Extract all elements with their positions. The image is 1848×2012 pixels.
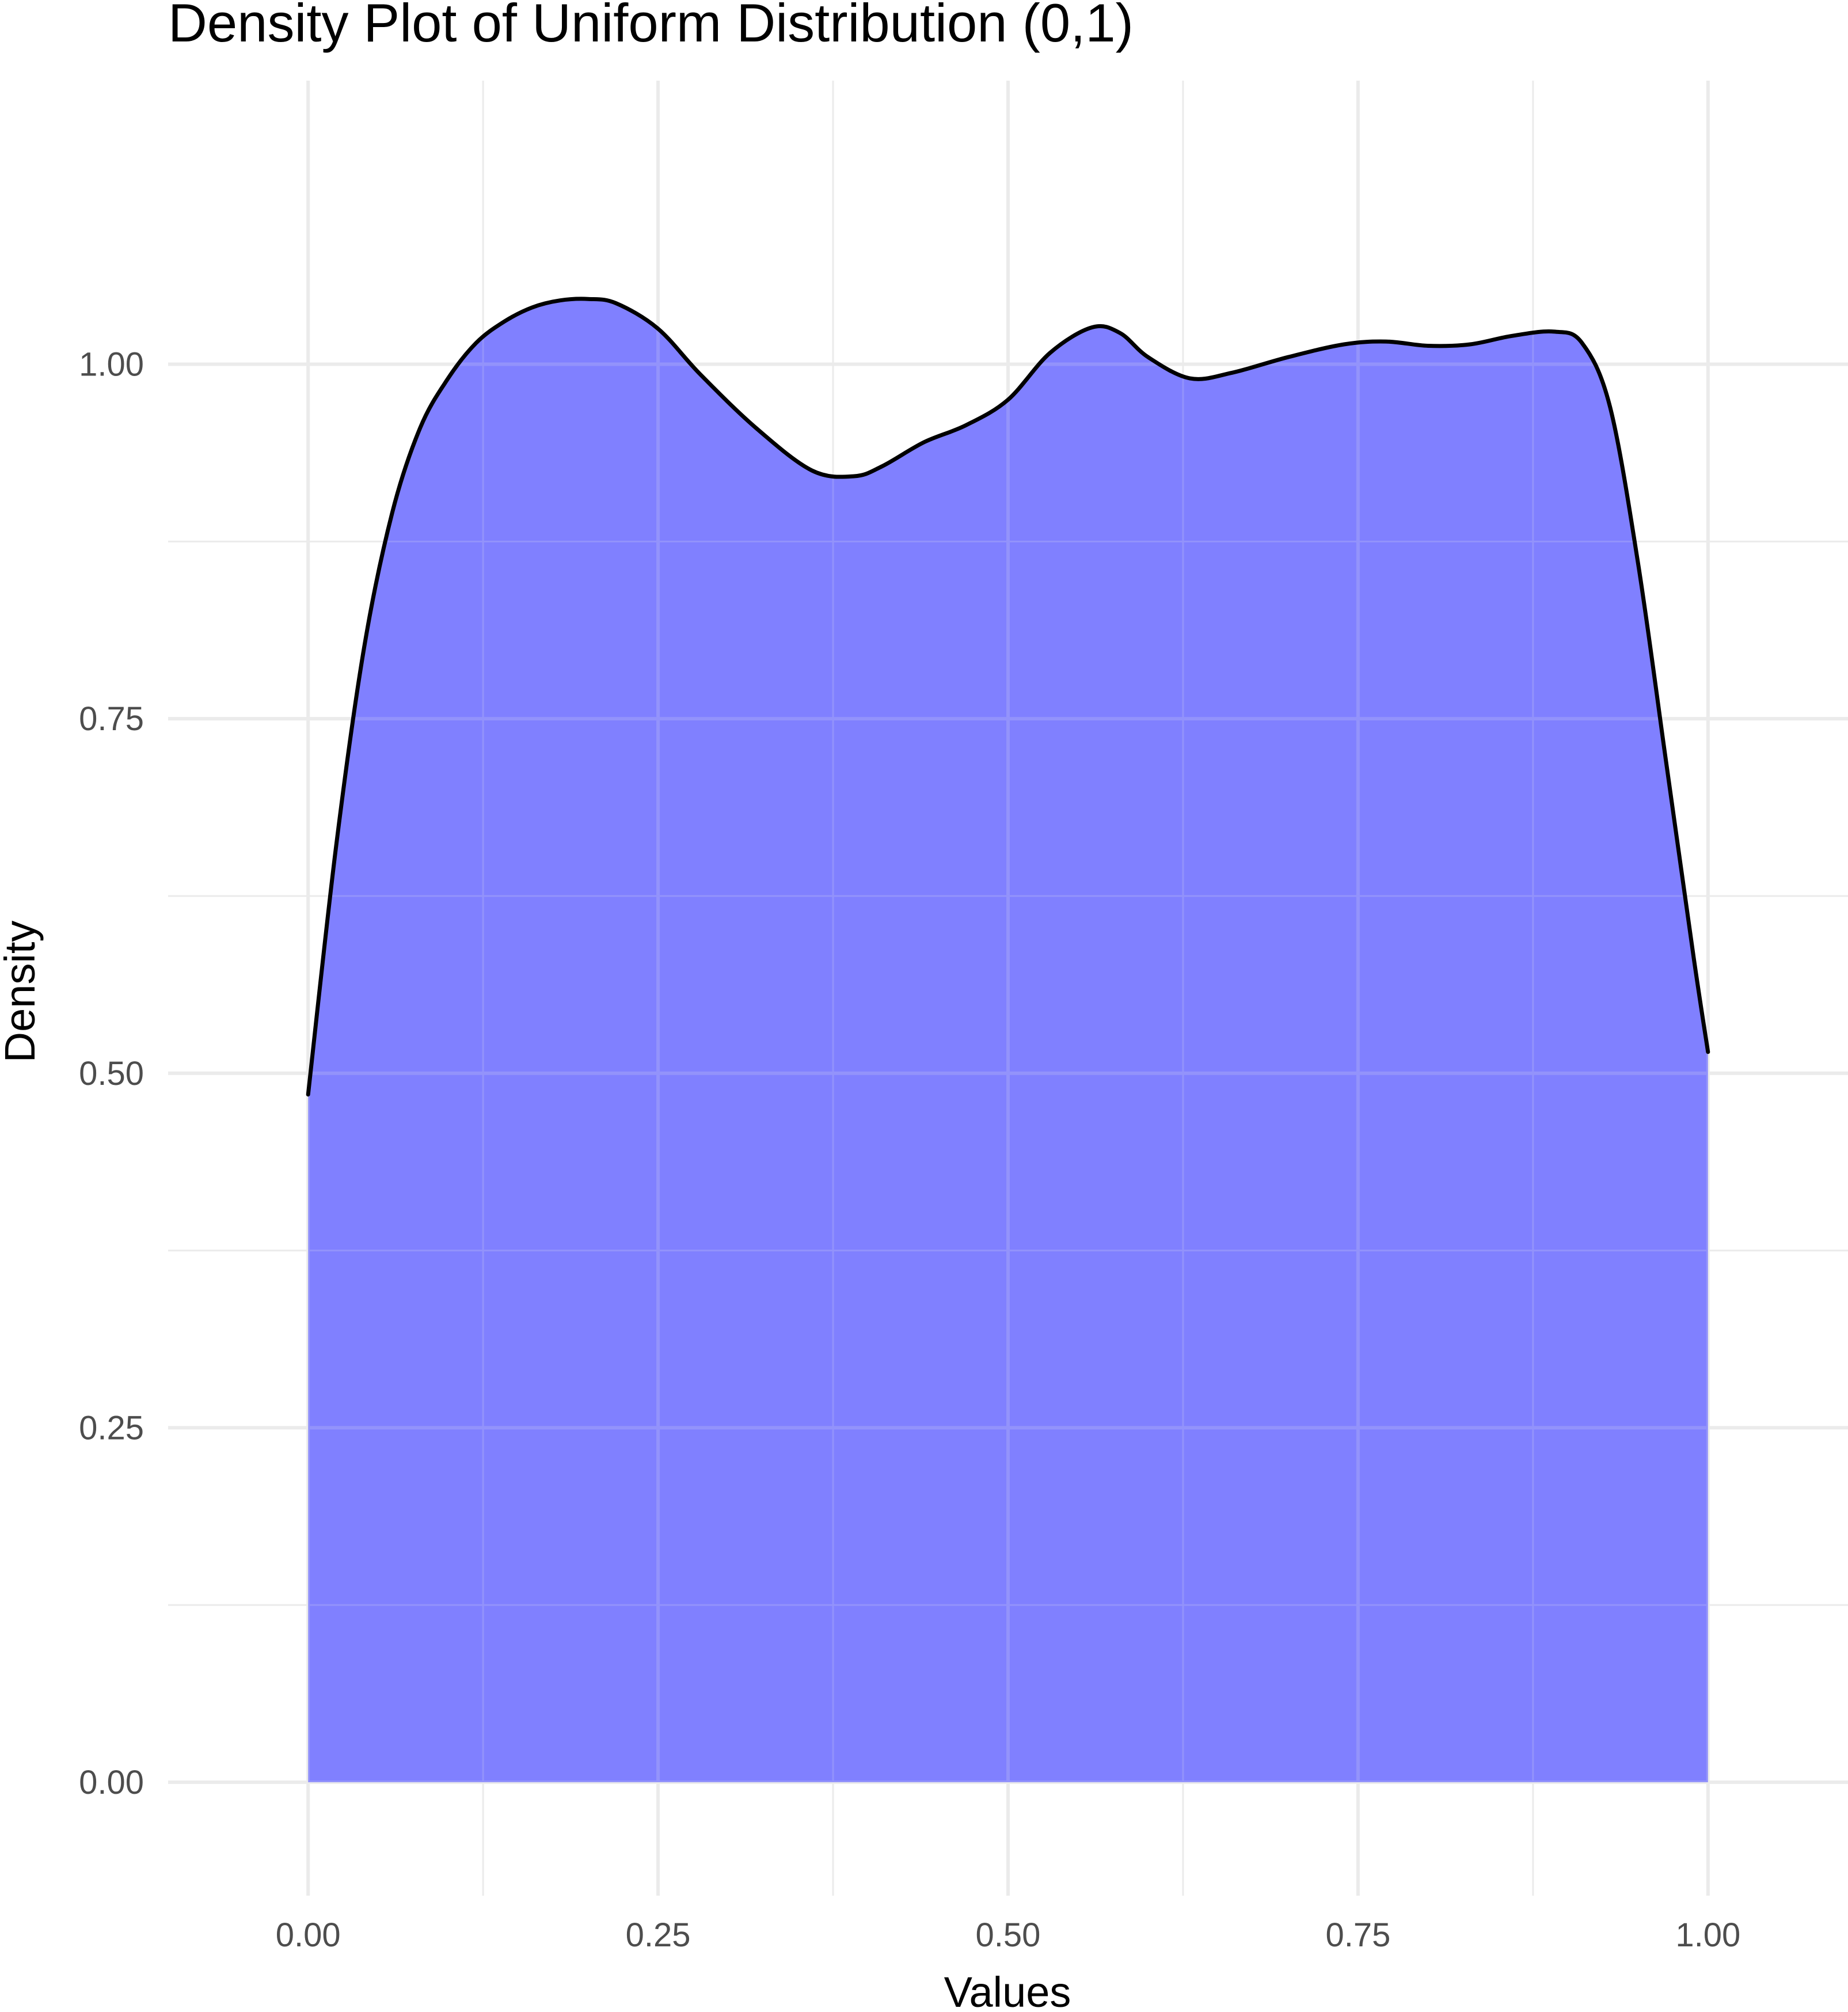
- y-tick-label: 0.00: [79, 1764, 144, 1801]
- y-tick-label: 0.25: [79, 1409, 144, 1447]
- chart-title: Density Plot of Uniform Distribution (0,…: [168, 0, 1134, 53]
- y-tick-label: 0.50: [79, 1055, 144, 1092]
- y-tick-label: 0.75: [79, 700, 144, 738]
- x-tick-label: 0.25: [626, 1916, 691, 1954]
- x-tick-label: 1.00: [1675, 1916, 1740, 1954]
- x-axis-title: Values: [944, 1968, 1071, 2012]
- y-tick-label: 1.00: [79, 346, 144, 384]
- x-tick-label: 0.50: [976, 1916, 1041, 1954]
- density-line: [306, 297, 1710, 1097]
- y-axis-title: Density: [0, 921, 44, 1063]
- density-area: [308, 298, 1708, 1782]
- x-tick-label: 0.00: [276, 1916, 341, 1954]
- grid-overlay: [168, 81, 1848, 1896]
- y-axis-ticks: 0.00 0.25 0.50 0.75 1.00: [79, 346, 144, 1802]
- x-axis-ticks: 0.00 0.25 0.50 0.75 1.00: [276, 1916, 1741, 1954]
- x-tick-label: 0.75: [1325, 1916, 1390, 1954]
